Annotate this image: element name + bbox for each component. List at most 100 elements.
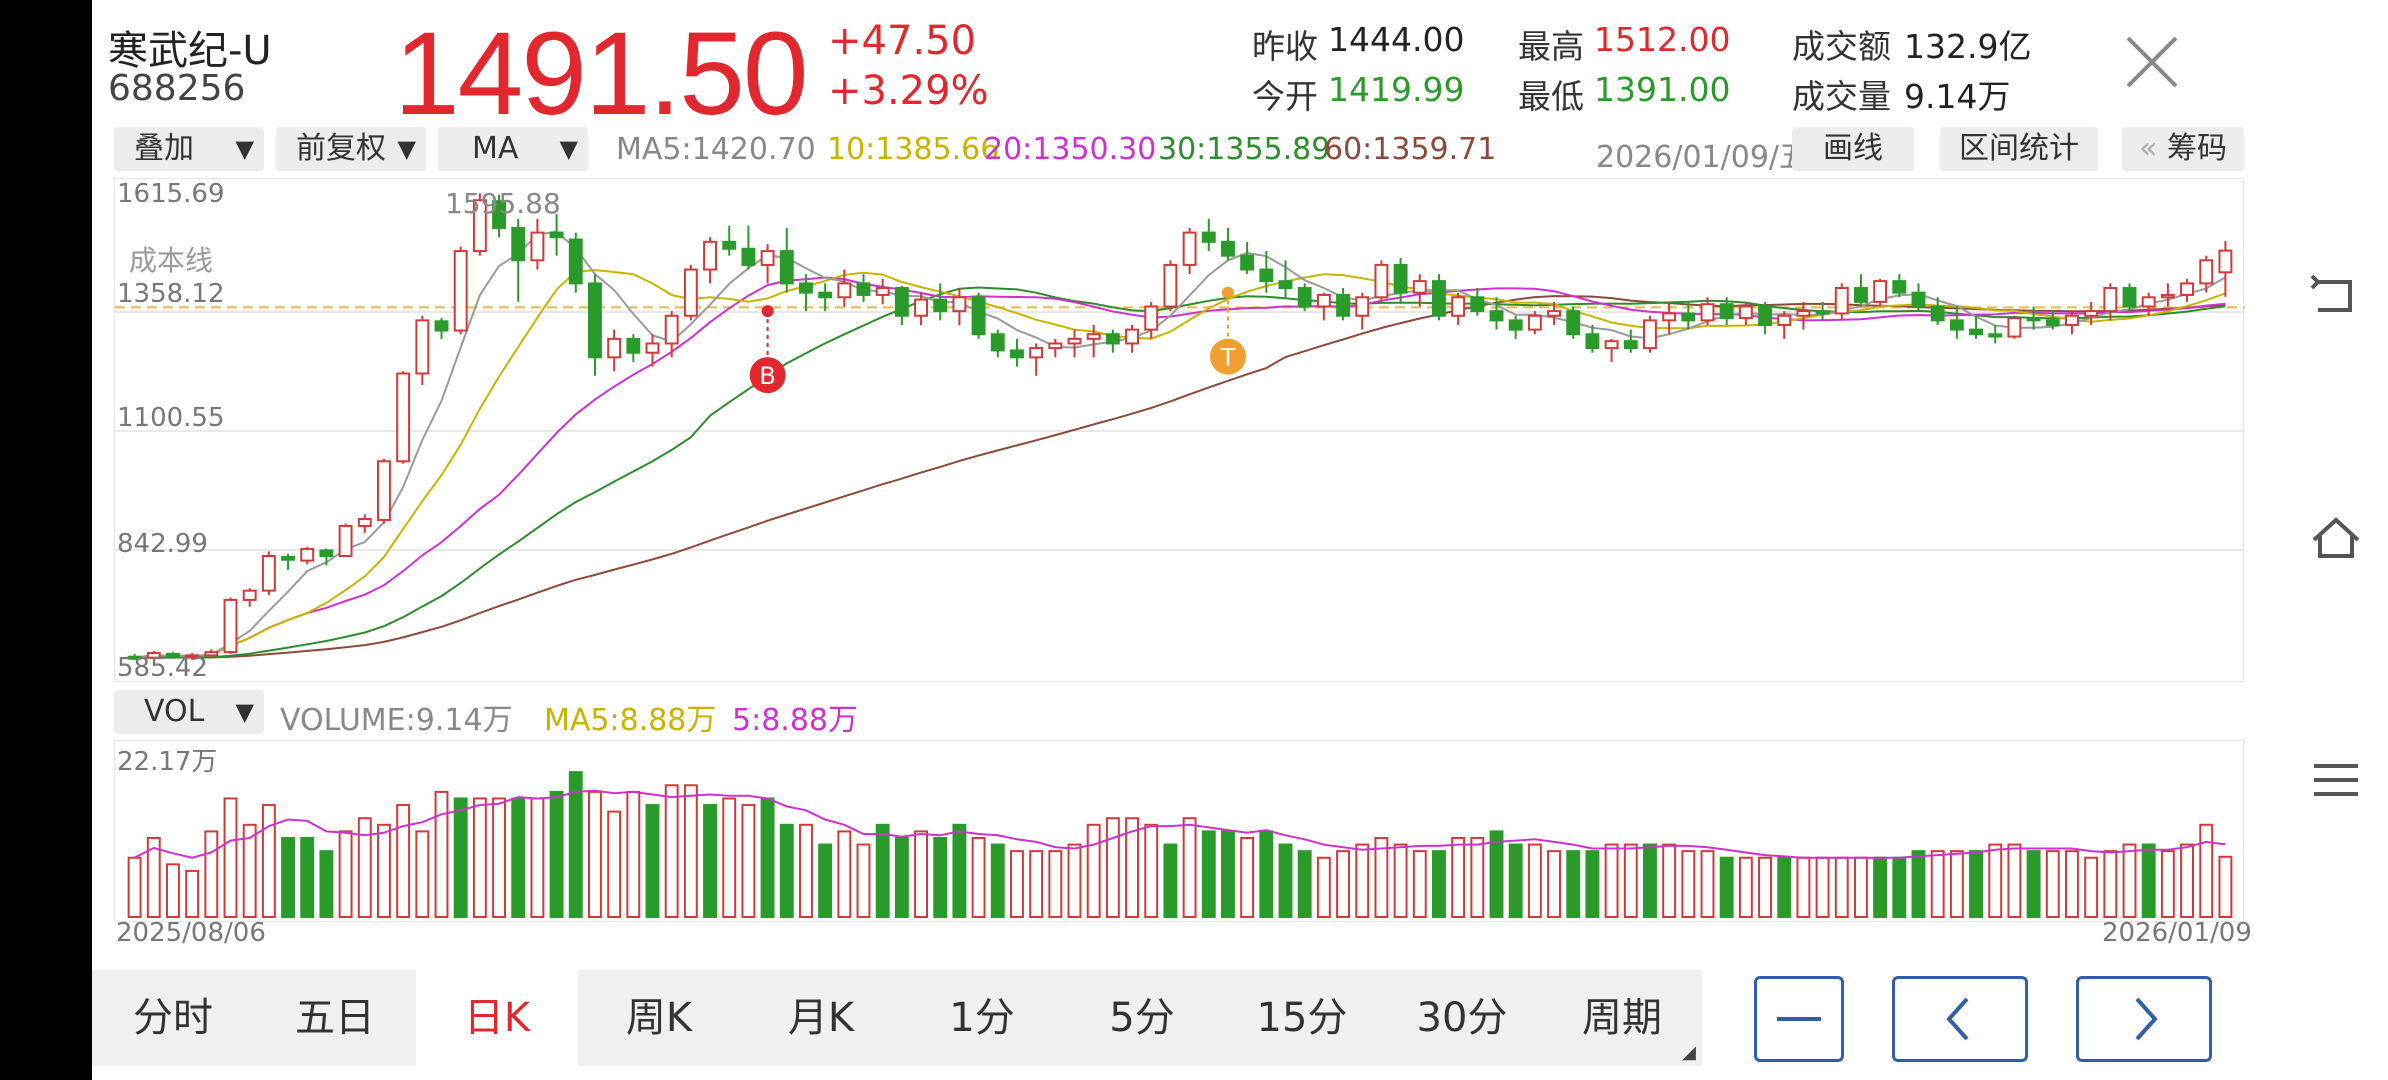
volume-bar-up: [1144, 823, 1159, 918]
tab-5min[interactable]: 5分: [1109, 995, 1175, 1041]
volume-bar-up: [146, 836, 161, 918]
volume-bar-up: [127, 856, 142, 919]
overlay-dropdown[interactable]: 叠加 ▼: [114, 127, 264, 171]
candle-up: [760, 250, 775, 266]
candle-down: [1297, 287, 1312, 308]
chips-button[interactable]: « 筹码: [2122, 127, 2244, 171]
volume-bar-up: [607, 810, 622, 918]
volume-bar-down: [1566, 850, 1581, 918]
volume-bar-up: [626, 790, 641, 918]
volume-bar-down: [1643, 843, 1657, 918]
volume-bar-up: [166, 863, 180, 918]
menu-icon[interactable]: [2308, 752, 2364, 808]
close-icon[interactable]: [2120, 30, 2184, 94]
candle-down: [1010, 349, 1024, 359]
stat-value: 9.14万: [1904, 77, 2011, 116]
caret-down-icon: ▼: [235, 135, 254, 163]
volume-bar-up: [1105, 817, 1120, 918]
volume-bar-up: [2045, 850, 2060, 918]
current-date: 2026/01/09/五: [1596, 140, 1792, 175]
candle-down: [971, 296, 986, 336]
chevron-left-icon: [1946, 997, 1969, 1041]
candle-up: [2103, 287, 2118, 313]
volume-bar-up: [223, 797, 238, 918]
tab-daily-k[interactable]: 日K: [416, 970, 578, 1066]
volume-bar-down: [549, 790, 564, 918]
candle-down: [933, 298, 948, 313]
candle-down: [990, 333, 1005, 352]
cost-line-label: 成本线: [129, 244, 214, 277]
tab-monthly-k[interactable]: 月K: [787, 995, 855, 1041]
tab-30min[interactable]: 30分: [1416, 995, 1508, 1041]
adjust-dropdown[interactable]: 前复权 ▼: [276, 127, 426, 171]
candle-down: [1259, 268, 1274, 283]
scroll-right-button[interactable]: [2076, 976, 2212, 1062]
volume-bar-up: [1010, 850, 1024, 918]
candle-down: [1988, 333, 2003, 338]
volume-bar-down: [1221, 830, 1235, 918]
stat-label: 今开: [1252, 77, 1318, 116]
candle-down: [1240, 254, 1255, 271]
stat-value: 1444.00: [1328, 20, 1465, 59]
volume-bar-down: [1719, 856, 1734, 919]
candle-up: [645, 342, 660, 354]
tab-weekly-k[interactable]: 周K: [625, 995, 693, 1041]
candle-down: [1585, 333, 1600, 350]
candle-up: [664, 314, 679, 345]
volume-bar-down: [1969, 850, 1983, 918]
stat-label: 成交额: [1792, 27, 1891, 66]
volume-chart[interactable]: 22.17万: [114, 740, 2244, 922]
candle-down: [1336, 293, 1350, 317]
candle-up: [1738, 305, 1753, 320]
volume-bar-up: [1451, 836, 1466, 918]
take-marker-badge: [1209, 338, 1246, 375]
volume-indicator-dropdown[interactable]: VOL ▼: [114, 690, 264, 734]
volume-bar-up: [799, 823, 813, 918]
candle-up: [875, 287, 890, 296]
candle-down: [319, 549, 334, 558]
volume-bar-down: [1873, 856, 1888, 919]
candle-down: [818, 291, 833, 299]
volume-bar-down: [2141, 843, 2156, 918]
volume-bar-up: [1700, 850, 1715, 918]
volume-indicator-label: VOL: [144, 694, 205, 729]
range-stats-button[interactable]: 区间统计: [1940, 127, 2098, 171]
volume-bar-down: [933, 836, 948, 918]
candle-down: [1432, 280, 1446, 317]
tab-five-day[interactable]: 五日: [295, 995, 375, 1041]
volume-bar-up: [1412, 850, 1427, 918]
back-icon[interactable]: [2308, 268, 2364, 324]
volume-bar-down: [568, 771, 583, 918]
tab-intraday[interactable]: 分时: [133, 995, 213, 1041]
volume-bar-up: [185, 869, 200, 919]
candle-up: [1182, 231, 1197, 266]
volume-bar-down: [760, 797, 775, 918]
home-icon[interactable]: [2308, 510, 2364, 566]
candle-up: [2218, 249, 2233, 274]
tab-period-more[interactable]: 周期 ◢: [1542, 970, 1702, 1066]
candle-down: [568, 238, 583, 285]
volume-bar-up: [1758, 856, 1772, 919]
zoom-out-button[interactable]: [1754, 976, 1844, 1062]
volume-bar-up: [1949, 850, 1964, 918]
volume-bar-up: [914, 830, 928, 918]
tab-1min[interactable]: 1分: [949, 995, 1015, 1041]
scroll-left-button[interactable]: [1892, 976, 2028, 1062]
volume-bar-up: [1988, 843, 2003, 918]
stock-name: 寒武纪-U: [108, 28, 272, 74]
ma30-line: [134, 286, 2226, 659]
candle-up: [683, 268, 698, 317]
candle-up: [952, 296, 967, 313]
volume-bar-up: [1547, 850, 1561, 918]
candle-up: [1374, 263, 1389, 299]
volume-bar-up: [664, 784, 679, 918]
stock-kline-screen: 寒武纪-U 688256 1491.50 +47.50 +3.29% 昨收 14…: [92, 0, 2282, 1080]
volume-bar-up: [1834, 856, 1849, 919]
indicator-dropdown[interactable]: MA ▼: [438, 127, 588, 171]
candle-up: [1873, 280, 1888, 303]
tab-15min[interactable]: 15分: [1256, 995, 1348, 1041]
volume-bar-up: [741, 804, 756, 918]
draw-line-button[interactable]: 画线: [1792, 127, 1914, 171]
volume-bar-up: [1125, 817, 1139, 918]
